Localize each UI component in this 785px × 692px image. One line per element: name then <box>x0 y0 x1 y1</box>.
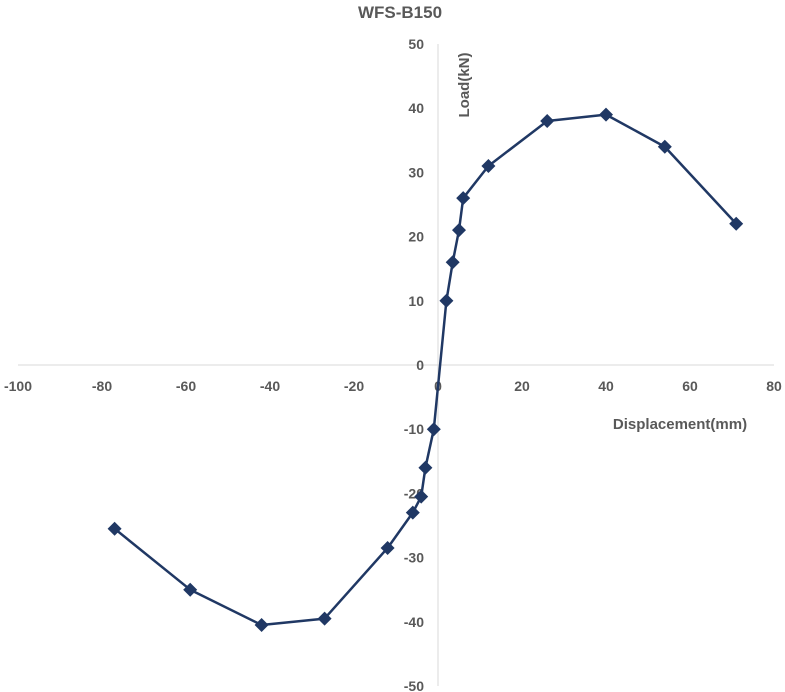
y-tick-label: 50 <box>408 36 424 52</box>
data-point <box>445 255 460 270</box>
series-line <box>113 113 738 627</box>
data-point <box>456 191 471 206</box>
x-tick-label: 60 <box>682 378 698 394</box>
x-tick-label: -80 <box>92 378 112 394</box>
x-tick-labels: -100 -80 -60 -40 -20 0 20 40 60 80 <box>4 378 782 394</box>
data-point <box>107 521 122 536</box>
data-point <box>481 158 496 173</box>
data-point <box>380 540 395 555</box>
x-tick-label: -100 <box>4 378 32 394</box>
data-point <box>599 107 613 122</box>
y-tick-label: -40 <box>404 614 424 630</box>
axes <box>18 44 774 686</box>
data-point <box>657 139 672 154</box>
x-tick-label: 40 <box>598 378 614 394</box>
data-point <box>439 293 454 308</box>
data-point <box>452 223 466 238</box>
x-tick-label: -60 <box>176 378 196 394</box>
data-point <box>540 114 555 129</box>
data-point <box>317 611 332 626</box>
data-point <box>183 582 198 597</box>
data-point <box>729 216 744 231</box>
y-tick-label: 20 <box>408 229 424 245</box>
x-tick-label: -40 <box>260 378 280 394</box>
data-point <box>418 460 433 475</box>
y-tick-label: -10 <box>404 421 424 437</box>
x-tick-label: 20 <box>514 378 530 394</box>
y-tick-label: -30 <box>404 550 424 566</box>
y-tick-label: 0 <box>416 357 424 373</box>
chart-title: WFS-B150 <box>358 3 442 22</box>
data-point <box>254 618 269 633</box>
y-axis-label: Load(kN) <box>456 53 473 118</box>
x-tick-label: -20 <box>344 378 364 394</box>
y-tick-label: -50 <box>404 678 424 692</box>
data-point <box>426 422 441 437</box>
data-point <box>414 489 429 504</box>
x-tick-label: 80 <box>766 378 782 394</box>
y-tick-label: 40 <box>408 100 424 116</box>
x-axis-label: Displacement(mm) <box>613 416 747 433</box>
series <box>107 107 744 633</box>
y-tick-label: 30 <box>408 164 424 180</box>
data-point <box>405 505 420 520</box>
y-tick-label: 10 <box>408 293 424 309</box>
